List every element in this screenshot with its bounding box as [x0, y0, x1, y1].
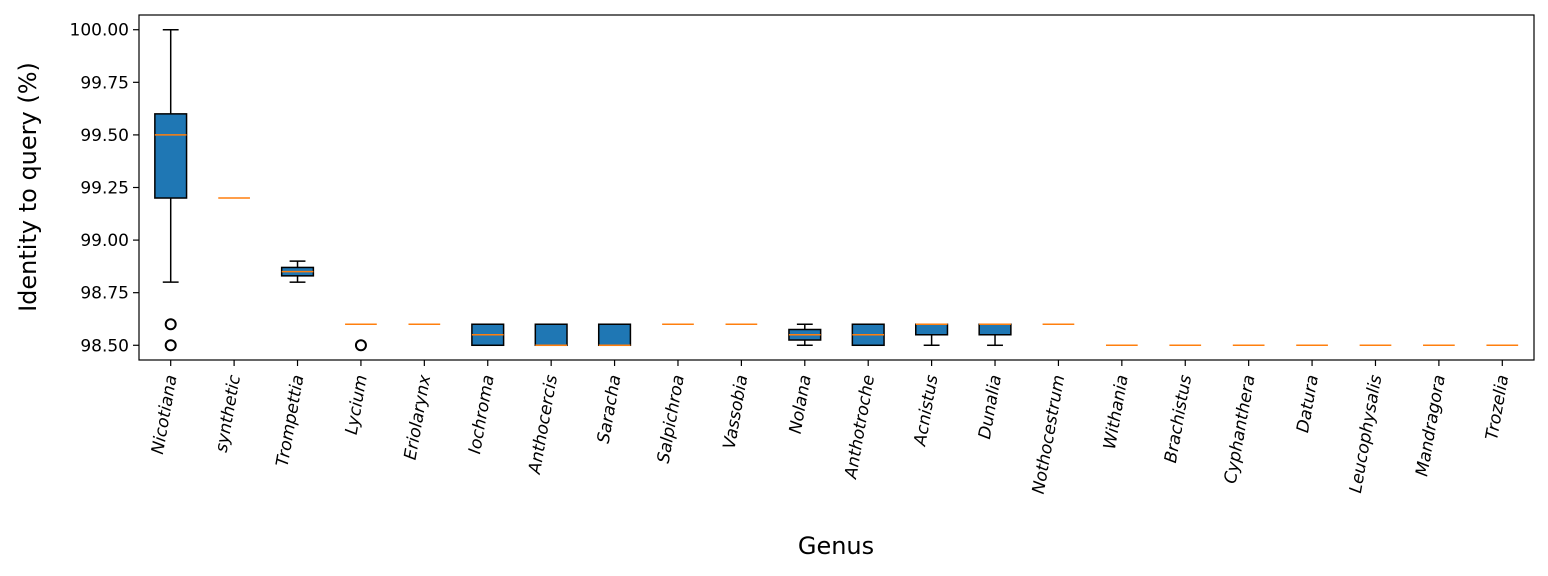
box-group — [978, 323, 1012, 347]
x-tick-label: Trompettia — [273, 373, 309, 468]
x-axis-title: Genus — [798, 532, 874, 560]
x-tick-label: Cyphanthera — [1221, 373, 1260, 485]
y-tick-label: 99.00 — [80, 231, 129, 251]
x-tick-label: Saracha — [594, 373, 626, 445]
x-tick-label: Salpichroa — [654, 373, 689, 464]
x-tick-label: Vassobia — [720, 373, 753, 450]
x-tick-label: Withania — [1100, 373, 1133, 451]
x-tick-label: Mandragora — [1412, 373, 1450, 478]
box-group — [154, 28, 188, 352]
y-tick-label: 98.75 — [80, 284, 129, 304]
plot-area-background — [139, 15, 1534, 360]
y-tick-label: 98.50 — [80, 336, 129, 356]
outlier-point — [164, 339, 177, 352]
box-body — [154, 113, 188, 199]
x-tick-label: Eriolarynx — [401, 372, 436, 461]
box-group — [597, 323, 632, 347]
box-body — [534, 323, 568, 347]
x-tick-label: Anthocercis — [525, 373, 562, 476]
x-tick-label: Lycium — [342, 373, 372, 436]
box-body — [915, 323, 949, 336]
x-tick-label: Iochroma — [465, 373, 499, 455]
box-group — [915, 323, 949, 347]
x-tick-label: Dunalia — [975, 373, 1006, 440]
x-tick-label: Nicotiana — [148, 373, 182, 455]
x-tick-label: Anthotroche — [841, 373, 879, 481]
box-group — [471, 323, 505, 347]
box-group — [788, 323, 822, 347]
box-group — [534, 323, 568, 347]
y-tick-label: 99.50 — [80, 126, 129, 146]
outlier-point — [164, 318, 177, 331]
box-group — [280, 260, 315, 283]
x-tick-label: Nothocestrum — [1029, 373, 1070, 495]
x-tick-label: Nolana — [786, 373, 816, 435]
y-tick-label: 99.75 — [80, 73, 129, 93]
box-series — [154, 28, 1519, 352]
x-tick-label: Trozelia — [1482, 373, 1513, 441]
plot-frame — [138, 14, 1535, 361]
y-axis: 98.50 98.75 99.00 99.25 99.50 99.75 100.00 — [70, 21, 139, 356]
outlier-point — [354, 339, 367, 352]
box-group — [345, 323, 377, 352]
x-tick-label: Datura — [1293, 373, 1323, 434]
y-tick-label: 100.00 — [70, 21, 129, 41]
x-tick-label: Leucophysalis — [1346, 373, 1386, 494]
y-tick-label: 99.25 — [80, 179, 129, 199]
x-axis: Nicotiana synthetic Trompettia Lycium Eriola… — [148, 360, 1513, 496]
x-tick-label: synthetic — [212, 373, 245, 454]
x-tick-label: Brachistus — [1161, 373, 1196, 464]
box-body — [597, 323, 632, 347]
box-group — [851, 323, 885, 347]
box-body — [978, 323, 1012, 336]
x-tick-label: Acnistus — [910, 373, 942, 448]
y-axis-title: Identity to query (%) — [14, 62, 42, 312]
